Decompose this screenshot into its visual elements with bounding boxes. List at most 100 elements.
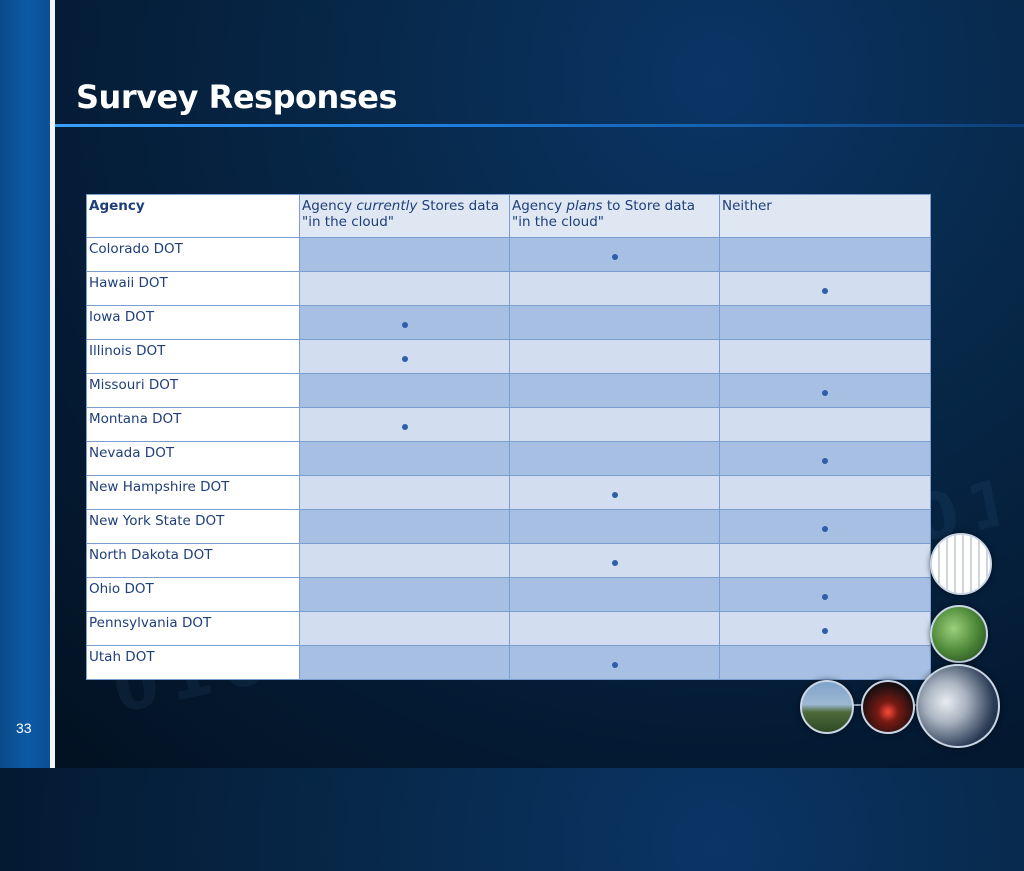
agency-name-cell: Nevada DOT [86,441,300,476]
table-row: Iowa DOT [86,305,931,340]
filled-dot-icon [401,322,408,328]
filled-dot-icon [611,492,618,498]
table-row: Nevada DOT [86,441,931,476]
header-plans-to-store: Agency plans to Store data "in the cloud… [509,194,720,238]
currently-stores-cell [299,611,510,646]
filled-dot-icon [822,526,828,532]
plans-to-store-cell [509,543,720,578]
table-row: Missouri DOT [86,373,931,408]
currently-stores-cell [299,237,510,272]
header-plans-emphasis: plans [566,198,603,214]
currently-stores-cell [299,543,510,578]
neither-cell [719,271,931,306]
neither-cell [719,373,931,408]
neither-cell [719,509,931,544]
highway-sign-photo-icon [800,680,854,734]
plans-to-store-cell [509,577,720,612]
header-plans-text-1: Agency [512,198,567,214]
table-row: Utah DOT [86,645,931,680]
agency-name-cell: Colorado DOT [86,237,300,272]
filled-dot-icon [822,628,828,634]
agency-name-cell: Pennsylvania DOT [86,611,300,646]
filled-dot-icon [822,458,828,464]
plans-to-store-cell [509,611,720,646]
table-row: Illinois DOT [86,339,931,374]
agency-name-cell: New Hampshire DOT [86,475,300,510]
left-divider-line [50,0,55,768]
survey-table-body: Colorado DOT Hawaii DOT Iowa DOT Illinois D… [86,237,931,680]
agency-name-cell: Ohio DOT [86,577,300,612]
filled-dot-icon [611,662,618,668]
neither-cell [719,645,931,680]
table-row: New York State DOT [86,509,931,544]
agency-name-cell: Montana DOT [86,407,300,442]
filled-dot-icon [822,594,828,600]
currently-stores-cell [299,577,510,612]
neither-cell [719,407,931,442]
left-accent-band [0,0,50,768]
header-agency-label: Agency [89,198,145,214]
filled-dot-icon [401,356,408,362]
table-row: North Dakota DOT [86,543,931,578]
header-currently-emphasis: currently [356,198,418,214]
neither-cell [719,577,931,612]
filled-dot-icon [822,288,828,294]
header-currently-text-2: Stores data "in the cloud" [302,198,500,230]
table-header-row: Agency Agency currently Stores data "in … [86,194,931,238]
header-plans-text-2: to Store data "in the cloud" [512,198,696,230]
survey-table: Agency Agency currently Stores data "in … [86,194,931,680]
currently-stores-cell [299,475,510,510]
table-row: New Hampshire DOT [86,475,931,510]
header-agency: Agency [86,194,300,238]
neither-cell [719,237,931,272]
table-row: Hawaii DOT [86,271,931,306]
plans-to-store-cell [509,645,720,680]
neither-cell [719,611,931,646]
filled-dot-icon [611,560,618,566]
table-row: Colorado DOT [86,237,931,272]
neither-cell [719,543,931,578]
plans-to-store-cell [509,339,720,374]
header-currently-text-1: Agency [302,198,357,214]
plans-to-store-cell [509,407,720,442]
plans-to-store-cell [509,237,720,272]
plans-to-store-cell [509,271,720,306]
table-row: Montana DOT [86,407,931,442]
plans-to-store-cell [509,475,720,510]
neither-cell [719,441,931,476]
page-number: 33 [16,720,32,736]
agency-name-cell: Missouri DOT [86,373,300,408]
header-currently-stores: Agency currently Stores data "in the clo… [299,194,510,238]
currently-stores-cell [299,645,510,680]
highway-cars-photo-icon [930,605,988,663]
currently-stores-cell [299,305,510,340]
currently-stores-cell [299,407,510,442]
currently-stores-cell [299,271,510,306]
traffic-camera-photo-icon [916,664,1000,748]
filled-dot-icon [822,390,828,396]
plans-to-store-cell [509,305,720,340]
neither-cell [719,339,931,374]
agency-name-cell: Illinois DOT [86,339,300,374]
plans-to-store-cell [509,441,720,476]
header-neither: Neither [719,194,931,238]
agency-name-cell: Utah DOT [86,645,300,680]
currently-stores-cell [299,373,510,408]
title-underline [55,124,1024,127]
currently-stores-cell [299,441,510,476]
tail-lights-photo-icon [861,680,915,734]
filled-dot-icon [401,424,408,430]
plans-to-store-cell [509,373,720,408]
neither-cell [719,305,931,340]
filled-dot-icon [611,254,618,260]
currently-stores-cell [299,339,510,374]
neither-cell [719,475,931,510]
table-row: Ohio DOT [86,577,931,612]
table-row: Pennsylvania DOT [86,611,931,646]
photo-connector [850,704,864,706]
agency-name-cell: Iowa DOT [86,305,300,340]
agency-name-cell: New York State DOT [86,509,300,544]
plans-to-store-cell [509,509,720,544]
header-neither-label: Neither [722,198,772,214]
traffic-diagram-photo-icon [930,533,992,595]
